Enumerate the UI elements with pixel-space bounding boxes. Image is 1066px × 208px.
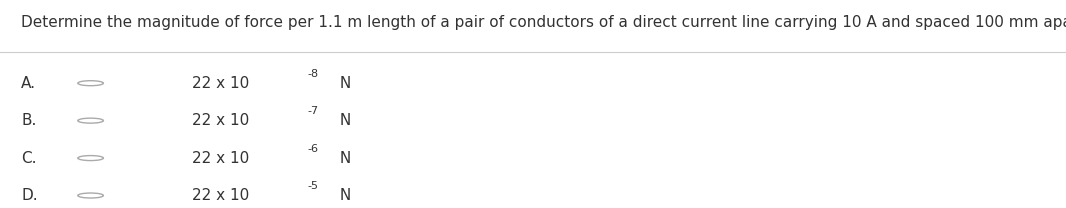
Text: -7: -7 bbox=[307, 106, 318, 116]
Text: Determine the magnitude of force per 1.1 m length of a pair of conductors of a d: Determine the magnitude of force per 1.1… bbox=[21, 15, 1066, 30]
Text: 22 x 10: 22 x 10 bbox=[192, 188, 249, 203]
Text: A.: A. bbox=[21, 76, 36, 91]
Text: 22 x 10: 22 x 10 bbox=[192, 113, 249, 128]
Text: 22 x 10: 22 x 10 bbox=[192, 76, 249, 91]
Text: D.: D. bbox=[21, 188, 38, 203]
Text: C.: C. bbox=[21, 151, 37, 166]
Text: N: N bbox=[335, 113, 351, 128]
Text: N: N bbox=[335, 151, 351, 166]
Text: -6: -6 bbox=[307, 144, 318, 154]
Text: 22 x 10: 22 x 10 bbox=[192, 151, 249, 166]
Text: N: N bbox=[335, 188, 351, 203]
Text: B.: B. bbox=[21, 113, 36, 128]
Text: -5: -5 bbox=[307, 181, 318, 191]
Text: -8: -8 bbox=[307, 69, 318, 79]
Text: N: N bbox=[335, 76, 351, 91]
